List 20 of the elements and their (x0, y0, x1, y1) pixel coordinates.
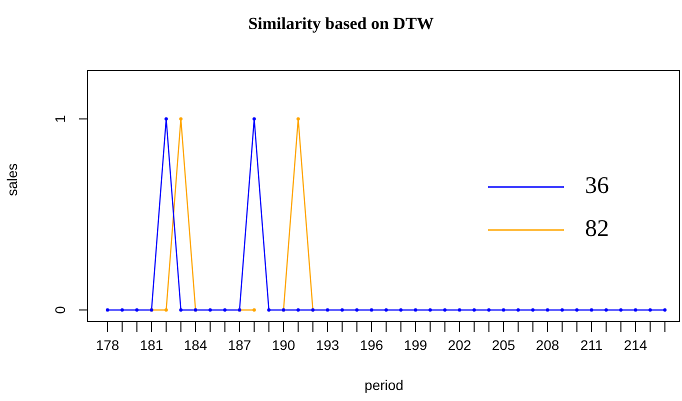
y-tick-label: 1 (52, 114, 68, 123)
x-tick-label: 205 (492, 336, 516, 353)
legend-label: 36 (585, 173, 609, 200)
x-axis-title: period (364, 377, 404, 393)
y-tick-label: 0 (52, 306, 68, 314)
legend-label: 82 (585, 216, 609, 243)
x-tick-label: 196 (360, 336, 384, 353)
x-tick-label: 184 (184, 336, 208, 353)
y-axis-title: sales (4, 163, 20, 196)
x-tick-label: 208 (536, 336, 560, 353)
x-tick-label: 181 (140, 336, 164, 353)
x-tick-label: 190 (272, 336, 296, 353)
x-tick-label: 211 (580, 336, 603, 353)
x-tick-label: 193 (316, 336, 340, 353)
x-tick-label: 199 (404, 336, 428, 353)
x-tick-label: 202 (448, 336, 472, 353)
x-tick-label: 214 (624, 336, 648, 353)
x-tick-label: 178 (96, 336, 120, 353)
x-tick-label: 187 (228, 336, 252, 353)
chart-title: Similarity based on DTW (247, 14, 435, 34)
